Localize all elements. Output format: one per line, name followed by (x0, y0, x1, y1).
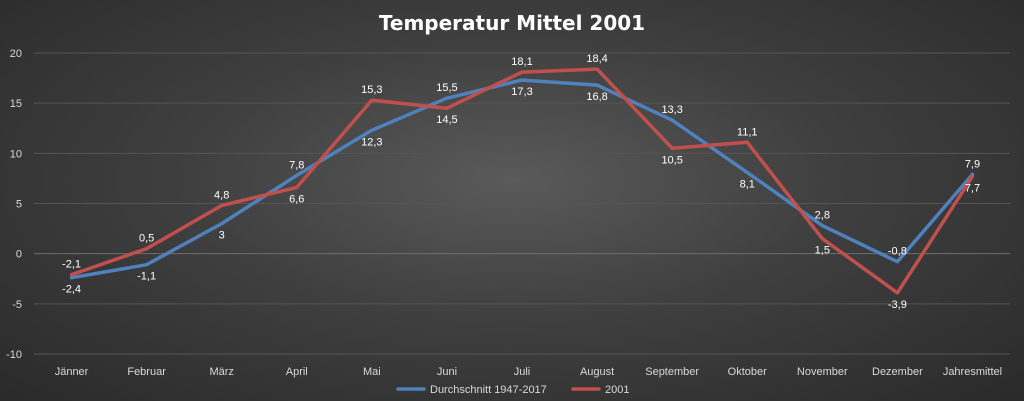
data-point (445, 106, 449, 110)
x-tick-label: Mai (363, 366, 381, 378)
data-point (595, 83, 599, 87)
y-tick-label: -5 (12, 299, 22, 311)
series-group (69, 67, 975, 295)
y-tick-label: 0 (16, 249, 22, 261)
data-label: 15,3 (361, 84, 382, 96)
x-tick-label: November (797, 366, 848, 378)
data-point (145, 247, 149, 251)
gridlines (34, 52, 1010, 355)
data-label: 18,1 (511, 56, 532, 68)
data-point (595, 67, 599, 71)
data-label: 18,4 (586, 53, 607, 65)
legend-label-2: 2001 (605, 384, 629, 396)
data-label: 17,3 (511, 86, 532, 98)
data-point (895, 260, 899, 264)
data-label: 15,5 (436, 82, 457, 94)
data-point (220, 222, 224, 226)
data-point (745, 170, 749, 174)
data-label: -1,1 (137, 271, 156, 283)
data-point (70, 273, 74, 277)
data-label: -3,9 (888, 299, 907, 311)
x-tick-label: Jahresmittel (943, 366, 1002, 378)
data-label: 13,3 (661, 104, 682, 116)
data-label: -2,1 (62, 259, 81, 271)
data-label: -2,4 (62, 284, 81, 296)
x-tick-label: März (209, 366, 233, 378)
x-tick-label: Oktober (728, 366, 767, 378)
y-tick-label: 10 (10, 148, 22, 160)
x-tick-label: April (286, 366, 308, 378)
x-tick-label: August (580, 366, 614, 378)
data-label: 6,6 (289, 193, 304, 205)
x-tick-label: Juni (437, 366, 457, 378)
x-axis: Jänner Februar März April Mai Juni Juli August S… (55, 366, 1002, 378)
data-label: 10,5 (661, 154, 682, 166)
data-label: 2,8 (815, 210, 830, 222)
y-tick-label: 20 (10, 48, 22, 60)
x-tick-label: Juli (514, 366, 531, 378)
data-label: 16,8 (586, 91, 607, 103)
data-point (670, 118, 674, 122)
data-point (70, 276, 74, 280)
data-labels: -2,4 -1,1 3 7,8 12,3 15,5 17,3 16,8 13,3 8,1 2,8 -0… (62, 53, 980, 311)
x-tick-label: Februar (127, 366, 166, 378)
data-label: 11,1 (737, 126, 758, 138)
data-point (745, 140, 749, 144)
legend-label-1: Durchschnitt 1947-2017 (430, 384, 547, 396)
data-label: 7,7 (965, 182, 980, 194)
data-point (895, 291, 899, 295)
data-point (370, 128, 374, 132)
data-label: 14,5 (436, 114, 457, 126)
y-axis: -10 -5 0 5 10 15 20 (6, 48, 22, 361)
legend: Durchschnitt 1947-2017 2001 (396, 384, 629, 396)
data-point (670, 146, 674, 150)
data-point (445, 96, 449, 100)
series-line-2 (69, 67, 975, 295)
data-point (970, 174, 974, 178)
data-point (295, 185, 299, 189)
data-label: 8,1 (740, 178, 755, 190)
data-label: 3 (219, 230, 225, 242)
y-tick-label: -10 (6, 349, 22, 361)
chart-title: Temperatur Mittel 2001 (379, 11, 645, 35)
data-label: 1,5 (815, 245, 830, 257)
data-point (370, 98, 374, 102)
data-point (820, 237, 824, 241)
data-point (145, 263, 149, 267)
x-tick-label: September (645, 366, 699, 378)
data-label: -0,8 (888, 246, 907, 258)
x-tick-label: Jänner (55, 366, 89, 378)
data-point (520, 70, 524, 74)
data-point (520, 78, 524, 82)
data-label: 7,8 (289, 159, 304, 171)
data-point (220, 204, 224, 208)
data-point (820, 224, 824, 228)
x-tick-label: Dezember (872, 366, 923, 378)
y-tick-label: 15 (10, 98, 22, 110)
data-label: 12,3 (361, 136, 382, 148)
y-tick-label: 5 (16, 199, 22, 211)
data-label: 4,8 (214, 190, 229, 202)
data-point (295, 173, 299, 177)
data-label: 7,9 (965, 158, 980, 170)
data-label: 0,5 (139, 233, 154, 245)
